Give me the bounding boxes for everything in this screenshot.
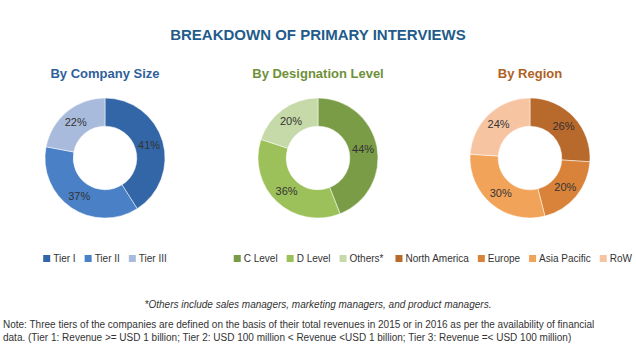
data-labels: 26% 20% 30% 24% bbox=[488, 118, 577, 199]
data-labels: 44% 36% 20% bbox=[276, 115, 375, 198]
slice bbox=[261, 98, 318, 148]
legend-swatch bbox=[340, 255, 347, 262]
slice bbox=[470, 154, 545, 218]
data-label: 26% bbox=[552, 120, 574, 132]
legend-item: North America bbox=[395, 253, 469, 264]
legend-label: Tier II bbox=[95, 253, 120, 264]
data-label: 20% bbox=[554, 181, 576, 193]
chart-title: By Company Size bbox=[50, 66, 159, 81]
legend-swatch bbox=[234, 255, 241, 262]
legend-label: D Level bbox=[297, 253, 331, 264]
legend-item: Tier II bbox=[85, 253, 120, 264]
slices bbox=[45, 98, 165, 218]
slices bbox=[258, 98, 378, 218]
legend: North America Europe Asia Pacific RoW bbox=[395, 253, 632, 264]
legend-label: Europe bbox=[488, 253, 521, 264]
legend-swatch bbox=[129, 255, 136, 262]
legend-label: North America bbox=[405, 253, 469, 264]
slice bbox=[538, 160, 590, 216]
legend-item: Tier I bbox=[43, 253, 75, 264]
data-label: 30% bbox=[490, 187, 512, 199]
donut-chart: By Designation Level 44% 36% 20% bbox=[252, 66, 383, 218]
data-label: 44% bbox=[352, 143, 374, 155]
slice bbox=[470, 98, 530, 156]
legend-swatch bbox=[85, 255, 92, 262]
chart-title: By Region bbox=[498, 66, 562, 81]
legend-item: Europe bbox=[478, 253, 521, 264]
note: Note: Three tiers of the companies are d… bbox=[3, 319, 594, 330]
legend-swatch bbox=[529, 255, 536, 262]
donut-chart: By Company Size 41% 37% 22% bbox=[45, 66, 165, 218]
footnote: *Others include sales managers, marketin… bbox=[145, 299, 492, 310]
data-label: 22% bbox=[65, 116, 87, 128]
legend-item: C Level bbox=[234, 253, 278, 264]
data-label: 24% bbox=[488, 118, 510, 130]
legend-swatch bbox=[600, 255, 607, 262]
legend-label: C Level bbox=[244, 253, 278, 264]
slices bbox=[470, 98, 590, 218]
legend-item: RoW bbox=[600, 253, 633, 264]
legend-item: Asia Pacific bbox=[529, 253, 591, 264]
note: data. (Tier 1: Revenue >= USD 1 billion;… bbox=[3, 332, 571, 343]
legend-label: RoW bbox=[610, 253, 633, 264]
legend-item: D Level bbox=[287, 253, 331, 264]
legend-label: Tier III bbox=[139, 253, 167, 264]
chart-canvas: BREAKDOWN OF PRIMARY INTERVIEWS By Compan… bbox=[0, 0, 636, 356]
legend-label: Asia Pacific bbox=[539, 253, 591, 264]
data-label: 20% bbox=[280, 115, 302, 127]
slice bbox=[530, 98, 590, 162]
data-label: 37% bbox=[68, 190, 90, 202]
slice bbox=[46, 98, 105, 152]
legend-label: Others* bbox=[350, 253, 384, 264]
legend: Tier I Tier II Tier III bbox=[43, 253, 167, 264]
main-title: BREAKDOWN OF PRIMARY INTERVIEWS bbox=[170, 26, 466, 43]
donut-chart: By Region 26% 20% 30% 24% bbox=[470, 66, 590, 218]
legend-swatch bbox=[478, 255, 485, 262]
slice bbox=[45, 147, 137, 218]
data-label: 41% bbox=[138, 139, 160, 151]
legend-label: Tier I bbox=[53, 253, 75, 264]
legend: C Level D Level Others* bbox=[234, 253, 384, 264]
data-label: 36% bbox=[276, 185, 298, 197]
legend-swatch bbox=[287, 255, 294, 262]
slice bbox=[258, 139, 340, 218]
legend-item: Others* bbox=[340, 253, 384, 264]
legend-item: Tier III bbox=[129, 253, 167, 264]
chart-title: By Designation Level bbox=[252, 66, 383, 81]
legend-swatch bbox=[43, 255, 50, 262]
legend-swatch bbox=[395, 255, 402, 262]
data-labels: 41% 37% 22% bbox=[65, 116, 161, 201]
